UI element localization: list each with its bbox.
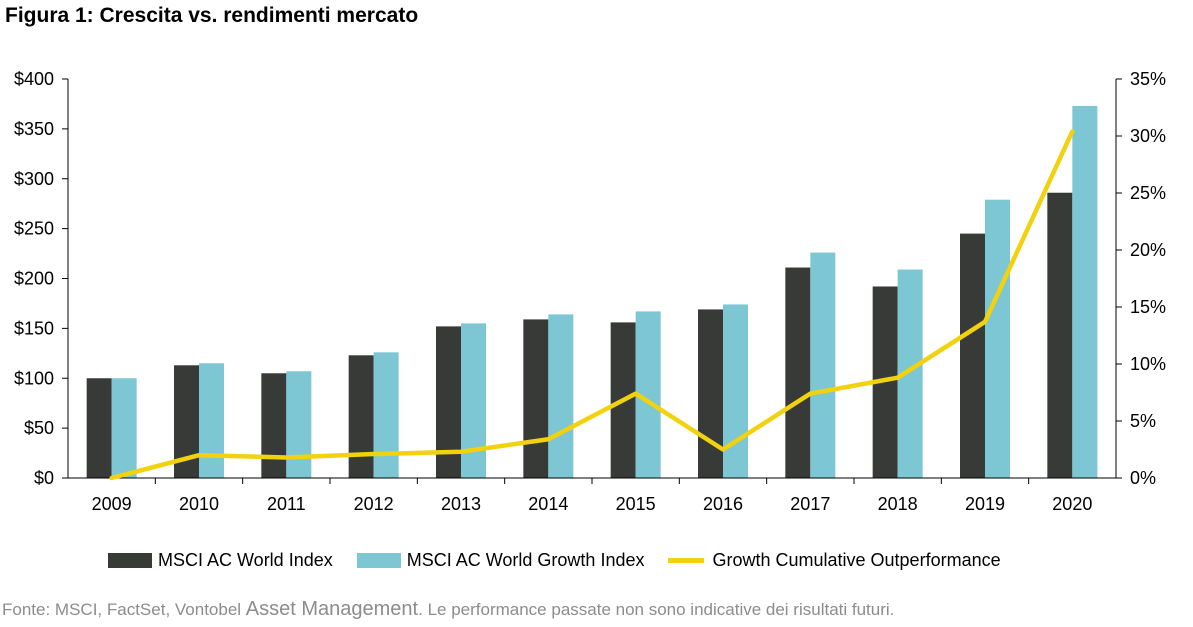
y-right-tick-label: 5% [1130,411,1156,431]
x-tick-label: 2016 [703,494,743,514]
y-left-tick-label: $400 [14,69,54,89]
y-right-tick-label: 30% [1130,126,1166,146]
outperformance-line-layer [109,129,1075,481]
bar-world-2012 [348,355,374,478]
x-tick-label: 2014 [528,494,568,514]
bar-world-2009 [86,378,112,478]
legend-label-outperformance: Growth Cumulative Outperformance [712,550,1001,570]
x-tick-label: 2019 [965,494,1005,514]
y-right-tick-label: 20% [1130,240,1166,260]
bar-world-2016 [698,309,723,478]
outperformance-line [109,129,1075,481]
y-right-tick-label: 10% [1130,354,1166,374]
y-left-tick-label: $100 [14,368,54,388]
y-left-tick-label: $350 [14,119,54,139]
bar-growth-2011 [286,371,312,478]
y-left-tick-label: $0 [34,468,54,488]
x-tick-label: 2015 [616,494,656,514]
legend-item-world: MSCI AC World Index [108,550,333,571]
source-text-1: Fonte: MSCI, FactSet, Vontobel [2,600,246,619]
chart-canvas: 2009 2010 2011 2012 2013 2014 2015 2016 2017 2018… [14,69,1166,514]
x-tick-label: 2018 [878,494,918,514]
x-tick-label: 2009 [92,494,132,514]
x-tick-label: 2017 [790,494,830,514]
legend: MSCI AC World Index MSCI AC World Growth… [108,550,1025,571]
y-left-tick-label: $250 [14,219,54,239]
bar-world-2011 [261,373,287,478]
bar-growth-2019 [985,199,1010,478]
bars-layer [86,105,1098,479]
legend-label-growth: MSCI AC World Growth Index [406,550,645,570]
y-left-tick-label: $150 [14,318,54,338]
source-note: Fonte: MSCI, FactSet, Vontobel Asset Man… [2,598,894,621]
y-left-tick-label: $50 [24,418,54,438]
y-right-tick-label: 15% [1130,297,1166,317]
legend-swatch-growth [356,553,401,568]
x-tick-label: 2011 [267,494,306,514]
legend-swatch-world [108,553,152,568]
legend-item-outperformance: Growth Cumulative Outperformance [668,550,1001,571]
y-right-tick-label: 25% [1130,183,1166,203]
bar-growth-2013 [461,323,486,478]
y-left-tick-label: $300 [14,169,54,189]
axes-layer: 2009 2010 2011 2012 2013 2014 2015 2016 2017 2018… [14,69,1166,514]
bar-world-2014 [523,319,549,478]
bar-growth-2017 [810,252,836,478]
bar-growth-2016 [723,304,748,478]
x-tick-label: 2012 [354,494,394,514]
bar-world-2019 [960,233,985,478]
source-text-2: Asset Management [245,598,419,620]
y-right-tick-label: 35% [1130,69,1166,89]
source-text-3: . Le performance passate non sono indica… [418,600,895,619]
bar-growth-2014 [548,314,574,478]
legend-item-growth: MSCI AC World Growth Index [356,550,645,571]
x-tick-label: 2013 [441,494,481,514]
chart-title: Figura 1: Crescita vs. rendimenti mercat… [5,4,419,27]
bar-growth-2010 [199,363,224,478]
bar-world-2013 [436,326,461,478]
y-right-tick-label: 0% [1130,468,1156,488]
bar-growth-2012 [373,352,399,478]
x-tick-label: 2010 [179,494,219,514]
bar-growth-2020 [1072,105,1098,479]
x-tick-label: 2020 [1052,494,1092,514]
y-left-tick-label: $200 [14,269,54,289]
bar-world-2017 [785,267,811,478]
legend-swatch-outperformance [668,558,705,563]
legend-label-world: MSCI AC World Index [158,550,333,570]
bar-growth-2009 [111,378,137,478]
bar-world-2020 [1047,192,1073,478]
